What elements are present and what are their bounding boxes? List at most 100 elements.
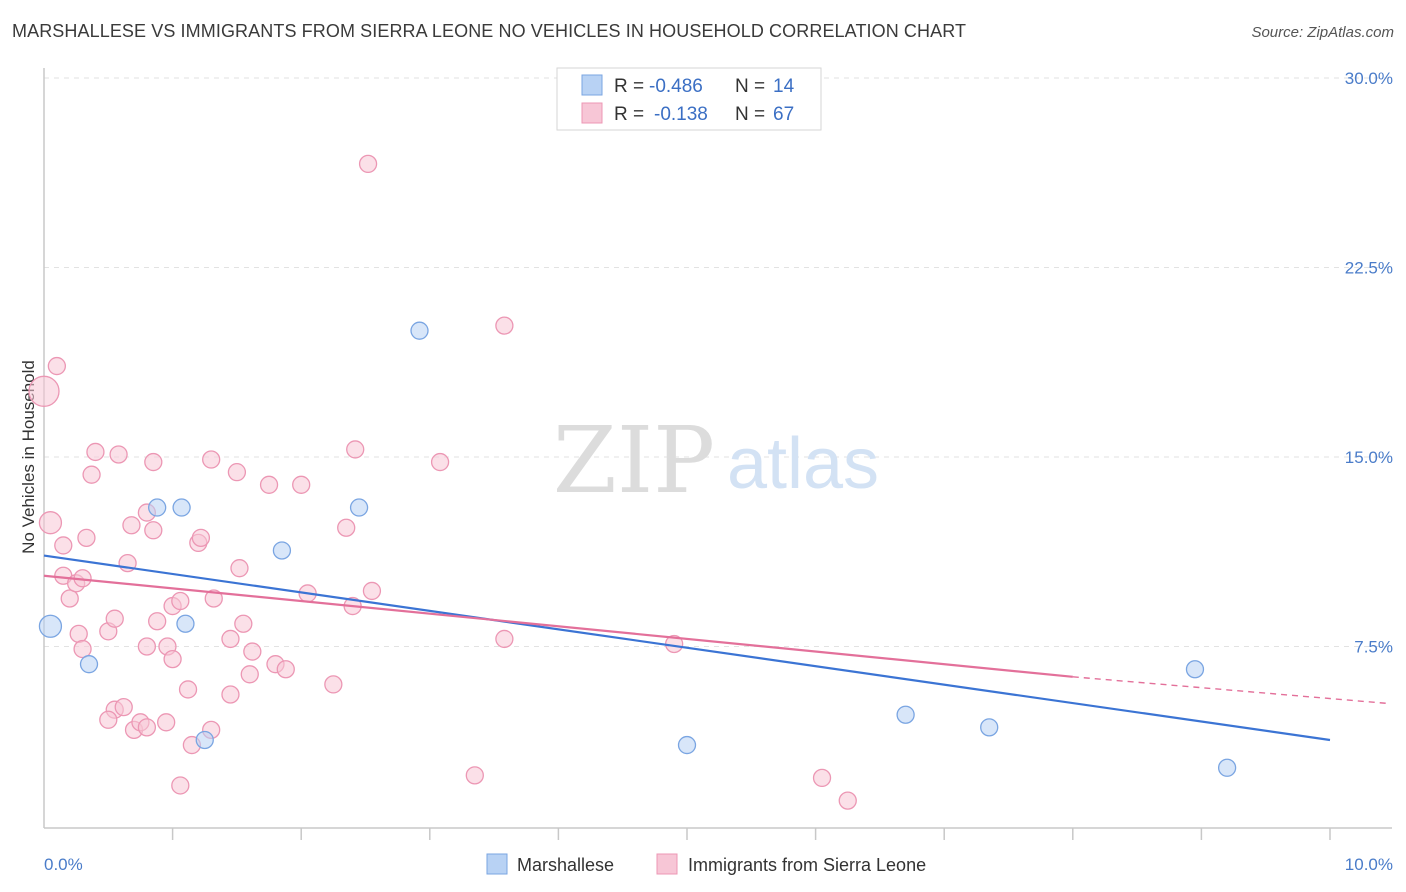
legend-r-value-1: -0.486	[649, 76, 703, 97]
marshallese-point-9	[677, 735, 697, 755]
grid-lines	[44, 77, 1392, 647]
sierra-leone-point-23	[137, 718, 157, 737]
legend-n-label-2: N =	[735, 104, 765, 125]
sierra-leone-point-61	[465, 766, 484, 785]
marshallese-point-10	[896, 705, 915, 724]
sierra-leone-point-12	[86, 442, 105, 462]
y-tick-labels: 7.5% 15.0% 22.5% 30.0%	[1345, 69, 1393, 657]
y-tick-label-2: 22.5%	[1345, 259, 1393, 278]
sierra-leone-point-34	[171, 776, 190, 795]
sierra-leone-point-5	[60, 589, 79, 608]
y-tick-label-3: 30.0%	[1345, 69, 1393, 88]
sierra-leone-point-28	[148, 612, 167, 631]
y-tick-label-1: 15.0%	[1345, 448, 1393, 467]
chart-title: MARSHALLESE VS IMMIGRANTS FROM SIERRA LE…	[12, 21, 967, 41]
sierra-leone-point-66	[838, 791, 857, 810]
sierra-leone-point-21	[122, 516, 141, 535]
legend-n-label-1: N =	[735, 76, 765, 97]
trend-line-sierra-leone-extension	[1072, 676, 1391, 705]
marshallese-point-8	[410, 321, 429, 340]
marshallese-point-6	[272, 541, 292, 560]
trend-line-marshallese	[43, 554, 1331, 742]
sierra-leone-point-63	[495, 629, 514, 649]
sierra-leone-point-27	[144, 452, 163, 472]
sierra-leone-point-0	[28, 375, 60, 407]
sierra-leone-point-41	[204, 589, 223, 608]
marshallese-point-5	[195, 730, 214, 750]
sierra-leone-point-57	[346, 440, 365, 459]
y-axis-title: No Vehicles in Household	[19, 360, 38, 554]
sierra-leone-point-49	[259, 475, 279, 494]
series-legend: Marshallese Immigrants from Sierra Leone	[486, 853, 926, 875]
sierra-leone-point-11	[82, 465, 101, 484]
sierra-leone-point-38	[191, 528, 211, 548]
sierra-leone-point-33	[171, 591, 190, 611]
watermark-atlas: atlas	[727, 424, 879, 504]
bottom-legend-label-sierra-leone: Immigrants from Sierra Leone	[688, 855, 926, 875]
marshallese-point-3	[172, 498, 191, 517]
sierra-leone-point-62	[495, 316, 514, 335]
trend-line-sierra-leone	[43, 574, 1073, 678]
sierra-leone-point-14	[99, 710, 118, 729]
legend-swatch-sierra-leone	[581, 102, 603, 124]
sierra-leone-point-46	[234, 614, 253, 633]
marshallese-point-7	[349, 498, 369, 517]
sierra-leone-point-9	[73, 639, 92, 659]
legend-swatch-marshallese	[581, 74, 603, 96]
bottom-legend-swatch-marshallese	[486, 853, 508, 875]
sierra-leone-point-65	[812, 768, 832, 788]
sierra-leone-point-40	[202, 450, 221, 469]
bottom-legend-swatch-sierra-leone	[656, 853, 678, 875]
correlation-legend: R = -0.486 N = 14 R = -0.138 N = 67	[556, 67, 822, 131]
marshallese-point-12	[1185, 660, 1205, 679]
sierra-leone-point-17	[105, 609, 124, 628]
sierra-leone-point-29	[157, 713, 176, 732]
series-sierra-leone-points	[28, 154, 857, 810]
marshallese-point-0	[38, 614, 63, 638]
sierra-leone-point-55	[337, 518, 356, 537]
sierra-leone-point-35	[178, 680, 198, 699]
sierra-leone-point-26	[137, 637, 157, 656]
sierra-leone-point-59	[358, 154, 378, 174]
sierra-leone-point-60	[430, 452, 450, 472]
legend-n-value-1: 14	[773, 76, 795, 97]
sierra-leone-point-3	[54, 536, 73, 555]
sierra-leone-point-32	[163, 649, 182, 669]
trend-lines	[43, 554, 1391, 742]
sierra-leone-point-8	[69, 624, 88, 644]
x-ticks	[171, 828, 1331, 840]
x-tick-label-min: 0.0%	[44, 855, 83, 874]
sierra-leone-point-15	[114, 697, 133, 717]
sierra-leone-point-2	[38, 511, 63, 535]
sierra-leone-point-48	[243, 642, 262, 661]
series-marshallese-points	[38, 321, 1237, 777]
sierra-leone-point-45	[230, 559, 249, 578]
sierra-leone-point-1	[47, 356, 67, 376]
sierra-leone-point-43	[221, 629, 240, 649]
watermark-zip: ZIP	[553, 407, 715, 514]
x-tick-label-max: 10.0%	[1345, 855, 1393, 874]
marshallese-point-2	[148, 498, 167, 517]
y-tick-label-0: 7.5%	[1354, 638, 1393, 657]
legend-r-label-2: R =	[614, 104, 644, 125]
marshallese-point-4	[176, 614, 195, 633]
axes	[43, 68, 1392, 829]
sierra-leone-point-51	[276, 660, 295, 679]
sierra-leone-point-18	[109, 445, 128, 464]
sierra-leone-point-52	[292, 475, 311, 494]
sierra-leone-point-58	[362, 581, 382, 601]
legend-n-value-2: 67	[773, 104, 794, 125]
sierra-leone-point-47	[240, 665, 259, 684]
source-credit: Source: ZipAtlas.com	[1251, 24, 1394, 41]
sierra-leone-point-24	[144, 521, 163, 540]
sierra-leone-point-54	[324, 675, 343, 694]
legend-r-value-2: -0.138	[654, 104, 708, 125]
bottom-legend-label-marshallese: Marshallese	[517, 855, 614, 875]
legend-r-label-1: R =	[614, 76, 644, 97]
marshallese-point-13	[1217, 758, 1237, 777]
sierra-leone-point-42	[221, 685, 240, 704]
sierra-leone-point-10	[77, 528, 96, 548]
marshallese-point-11	[980, 718, 999, 737]
sierra-leone-point-44	[227, 463, 247, 482]
